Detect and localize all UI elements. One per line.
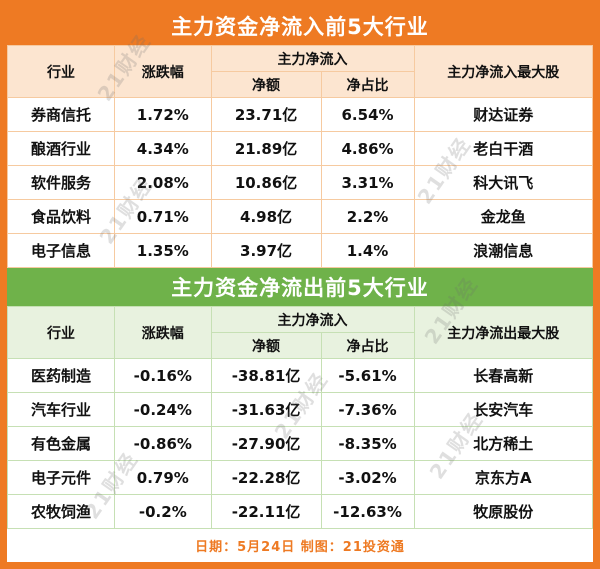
- cell-net-ratio: -12.63%: [320, 494, 415, 529]
- cell-industry: 酿酒行业: [7, 131, 116, 166]
- cell-net-ratio: 4.86%: [320, 131, 415, 166]
- header-top-stock: 主力净流出最大股: [413, 306, 593, 359]
- cell-top-stock: 京东方A: [413, 460, 593, 495]
- cell-top-stock: 浪潮信息: [413, 233, 593, 268]
- cell-industry: 有色金属: [7, 426, 116, 461]
- cell-net-ratio: -8.35%: [320, 426, 415, 461]
- cell-industry: 电子信息: [7, 233, 116, 268]
- outflow-table: 行业 涨跌幅 主力净流入 主力净流出最大股 净额 净占比 医药制造 -0.16%…: [7, 306, 593, 529]
- cell-net-ratio: -7.36%: [320, 392, 415, 427]
- cell-net-ratio: 3.31%: [320, 165, 415, 200]
- cell-top-stock: 老白干酒: [413, 131, 593, 166]
- cell-change: -0.86%: [114, 426, 212, 461]
- cell-top-stock: 金龙鱼: [413, 199, 593, 234]
- table-row: 电子信息 1.35% 3.97亿 1.4% 浪潮信息: [7, 233, 593, 268]
- table-row: 医药制造 -0.16% -38.81亿 -5.61% 长春高新: [7, 358, 593, 393]
- cell-industry: 软件服务: [7, 165, 116, 200]
- footer-caption: 日期：5月24日 制图：21投资通: [7, 529, 593, 562]
- inflow-table-header: 行业 涨跌幅 主力净流入 主力净流入最大股 净额 净占比: [7, 45, 593, 98]
- cell-change: -0.24%: [114, 392, 212, 427]
- header-top-stock: 主力净流入最大股: [413, 45, 593, 98]
- cell-change: 1.72%: [114, 97, 212, 132]
- cell-change: 1.35%: [114, 233, 212, 268]
- header-industry: 行业: [7, 45, 116, 98]
- cell-industry: 食品饮料: [7, 199, 116, 234]
- cell-top-stock: 财达证券: [413, 97, 593, 132]
- inflow-title: 主力资金净流入前5大行业: [7, 7, 593, 45]
- outflow-table-header: 行业 涨跌幅 主力净流入 主力净流出最大股 净额 净占比: [7, 306, 593, 359]
- cell-net-amount: -27.90亿: [210, 426, 322, 461]
- header-net-amount: 净额: [210, 71, 322, 98]
- header-net-inflow-group: 主力净流入: [210, 306, 415, 333]
- cell-net-ratio: -5.61%: [320, 358, 415, 393]
- cell-top-stock: 北方稀土: [413, 426, 593, 461]
- outflow-title-text: 主力资金净流出前5大行业: [171, 276, 429, 300]
- cell-net-amount: 23.71亿: [210, 97, 322, 132]
- cell-net-ratio: -3.02%: [320, 460, 415, 495]
- inflow-title-text: 主力资金净流入前5大行业: [171, 15, 429, 39]
- header-net-amount: 净额: [210, 332, 322, 359]
- cell-change: 0.71%: [114, 199, 212, 234]
- cell-top-stock: 牧原股份: [413, 494, 593, 529]
- outflow-title: 主力资金净流出前5大行业: [7, 268, 593, 306]
- cell-industry: 汽车行业: [7, 392, 116, 427]
- table-row: 酿酒行业 4.34% 21.89亿 4.86% 老白干酒: [7, 131, 593, 166]
- cell-industry: 医药制造: [7, 358, 116, 393]
- footer-text: 日期：5月24日 制图：21投资通: [195, 540, 405, 555]
- header-net-inflow-group: 主力净流入: [210, 45, 415, 72]
- table-row: 有色金属 -0.86% -27.90亿 -8.35% 北方稀土: [7, 426, 593, 461]
- inflow-table: 行业 涨跌幅 主力净流入 主力净流入最大股 净额 净占比 券商信托 1.72% …: [7, 45, 593, 268]
- cell-net-ratio: 1.4%: [320, 233, 415, 268]
- cell-industry: 券商信托: [7, 97, 116, 132]
- header-industry: 行业: [7, 306, 116, 359]
- cell-top-stock: 科大讯飞: [413, 165, 593, 200]
- table-row: 农牧饲渔 -0.2% -22.11亿 -12.63% 牧原股份: [7, 494, 593, 529]
- cell-change: 2.08%: [114, 165, 212, 200]
- cell-industry: 电子元件: [7, 460, 116, 495]
- table-row: 食品饮料 0.71% 4.98亿 2.2% 金龙鱼: [7, 199, 593, 234]
- cell-net-amount: -22.28亿: [210, 460, 322, 495]
- header-change: 涨跌幅: [114, 306, 212, 359]
- cell-change: 0.79%: [114, 460, 212, 495]
- cell-net-amount: 3.97亿: [210, 233, 322, 268]
- header-net-ratio: 净占比: [320, 332, 415, 359]
- table-row: 软件服务 2.08% 10.86亿 3.31% 科大讯飞: [7, 165, 593, 200]
- cell-net-amount: -31.63亿: [210, 392, 322, 427]
- cell-change: -0.2%: [114, 494, 212, 529]
- table-row: 汽车行业 -0.24% -31.63亿 -7.36% 长安汽车: [7, 392, 593, 427]
- cell-net-amount: 21.89亿: [210, 131, 322, 166]
- table-row: 券商信托 1.72% 23.71亿 6.54% 财达证券: [7, 97, 593, 132]
- cell-industry: 农牧饲渔: [7, 494, 116, 529]
- cell-top-stock: 长安汽车: [413, 392, 593, 427]
- cell-change: 4.34%: [114, 131, 212, 166]
- cell-net-ratio: 2.2%: [320, 199, 415, 234]
- header-change: 涨跌幅: [114, 45, 212, 98]
- cell-top-stock: 长春高新: [413, 358, 593, 393]
- table-row: 电子元件 0.79% -22.28亿 -3.02% 京东方A: [7, 460, 593, 495]
- cell-net-amount: 4.98亿: [210, 199, 322, 234]
- cell-net-ratio: 6.54%: [320, 97, 415, 132]
- header-net-ratio: 净占比: [320, 71, 415, 98]
- cell-change: -0.16%: [114, 358, 212, 393]
- cell-net-amount: -22.11亿: [210, 494, 322, 529]
- cell-net-amount: 10.86亿: [210, 165, 322, 200]
- cell-net-amount: -38.81亿: [210, 358, 322, 393]
